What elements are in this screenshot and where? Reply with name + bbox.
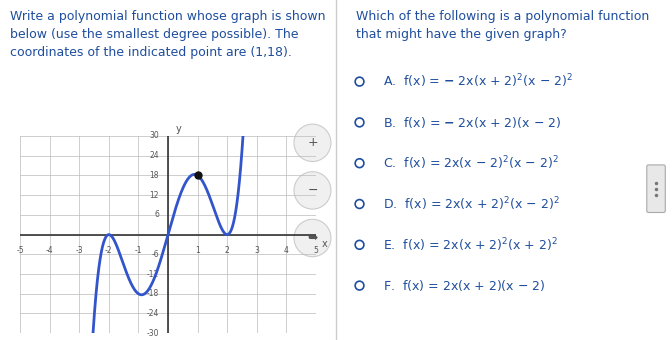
Text: 6: 6 xyxy=(155,210,159,219)
Text: -6: -6 xyxy=(151,250,159,259)
Text: −: − xyxy=(307,184,318,197)
Text: -5: -5 xyxy=(16,246,24,255)
Text: -3: -3 xyxy=(75,246,83,255)
Text: F.  f(x) = 2x(x + 2)(x $-$ 2): F. f(x) = 2x(x + 2)(x $-$ 2) xyxy=(383,278,546,293)
Text: 30: 30 xyxy=(149,132,159,140)
Text: A.  f(x) = $\mathbf{-}$ 2x(x + 2)$^2$(x $-$ 2)$^2$: A. f(x) = $\mathbf{-}$ 2x(x + 2)$^2$(x $… xyxy=(383,73,573,90)
Text: 5: 5 xyxy=(313,246,319,255)
Text: x: x xyxy=(322,239,327,249)
Text: 1: 1 xyxy=(195,246,200,255)
Text: -18: -18 xyxy=(147,289,159,298)
Circle shape xyxy=(294,219,331,257)
Text: 3: 3 xyxy=(254,246,259,255)
Text: 2: 2 xyxy=(224,246,230,255)
Text: ➥: ➥ xyxy=(307,232,318,244)
Text: D.  f(x) = 2x(x + 2)$^2$(x $-$ 2)$^2$: D. f(x) = 2x(x + 2)$^2$(x $-$ 2)$^2$ xyxy=(383,195,560,213)
Circle shape xyxy=(294,172,331,209)
Text: B.  f(x) = $\mathbf{-}$ 2x(x + 2)(x $-$ 2): B. f(x) = $\mathbf{-}$ 2x(x + 2)(x $-$ 2… xyxy=(383,115,561,130)
Text: C.  f(x) = 2x(x $-$ 2)$^2$(x $-$ 2)$^2$: C. f(x) = 2x(x $-$ 2)$^2$(x $-$ 2)$^2$ xyxy=(383,154,559,172)
Text: -4: -4 xyxy=(46,246,54,255)
Text: 4: 4 xyxy=(284,246,289,255)
Text: Which of the following is a polynomial function
that might have the given graph?: Which of the following is a polynomial f… xyxy=(356,10,649,41)
Text: -1: -1 xyxy=(134,246,142,255)
Circle shape xyxy=(294,124,331,162)
Text: +: + xyxy=(307,136,318,149)
Text: -30: -30 xyxy=(146,329,159,338)
Text: E.  f(x) = 2x(x + 2)$^2$(x + 2)$^2$: E. f(x) = 2x(x + 2)$^2$(x + 2)$^2$ xyxy=(383,236,558,254)
FancyBboxPatch shape xyxy=(646,165,665,212)
Text: -24: -24 xyxy=(146,309,159,318)
Text: -12: -12 xyxy=(147,270,159,278)
Text: -2: -2 xyxy=(105,246,113,255)
Text: 18: 18 xyxy=(150,171,159,180)
Text: 12: 12 xyxy=(150,191,159,200)
Text: Write a polynomial function whose graph is shown
below (use the smallest degree : Write a polynomial function whose graph … xyxy=(10,10,325,59)
Text: 24: 24 xyxy=(149,151,159,160)
Text: y: y xyxy=(175,124,181,134)
